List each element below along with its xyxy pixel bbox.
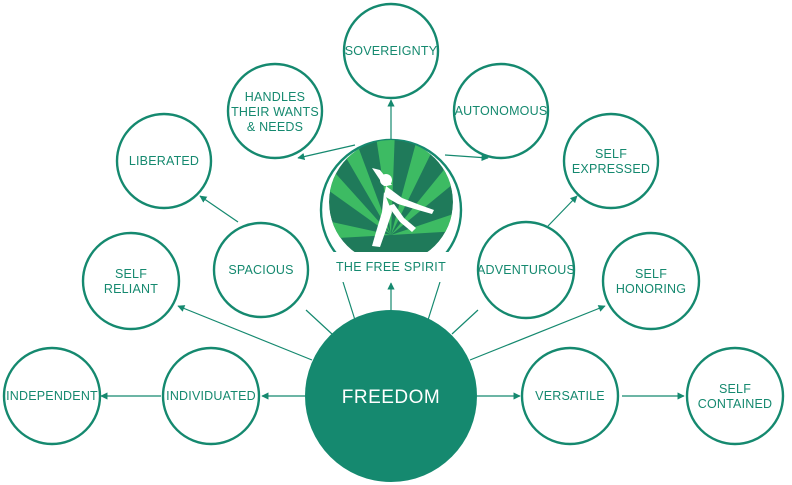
node-label-line-2: RELIANT [104, 282, 158, 296]
center-circle [305, 310, 477, 482]
node-label: LIBERATED [129, 154, 199, 168]
line-badge-right [427, 281, 441, 321]
free-spirit-badge: THE FREE SPIRIT [319, 138, 463, 282]
node-liberated: LIBERATED [115, 112, 213, 210]
arrow-to-self-reliant [177, 305, 313, 361]
node-label-line-2: EXPRESSED [572, 162, 650, 176]
node-handles-wants-needs: HANDLES THEIR WANTS & NEEDS [226, 62, 324, 160]
node-label: SPACIOUS [228, 263, 293, 277]
node-label-line-1: SELF [115, 267, 147, 281]
node-independent: INDEPENDENT [2, 346, 102, 446]
node-self-honoring: SELF HONORING [601, 231, 701, 331]
arrow-to-handles [297, 144, 356, 161]
node-adventurous: ADVENTUROUS [476, 220, 576, 320]
line-to-spacious [305, 309, 333, 335]
line-to-adventurous [451, 309, 479, 335]
node-label-line-1: SELF [635, 267, 667, 281]
node-spacious: SPACIOUS [212, 221, 310, 319]
line-badge-left [342, 281, 356, 321]
node-label-line-2: HONORING [616, 282, 686, 296]
center-label: FREEDOM [342, 387, 441, 408]
node-self-contained: SELF CONTAINED [685, 346, 785, 446]
arrow-to-self-honoring [469, 305, 606, 361]
node-label: SOVEREIGNTY [345, 44, 438, 58]
node-label: INDIVIDUATED [166, 389, 256, 403]
node-label: INDEPENDENT [6, 389, 98, 403]
arrow-to-autonomous [444, 153, 489, 162]
badge-label: THE FREE SPIRIT [336, 260, 446, 274]
node-label-line-1: SELF [719, 382, 751, 396]
node-label-line-2: CONTAINED [698, 397, 773, 411]
center-node-freedom: FREEDOM [305, 310, 477, 482]
node-label-line-1: HANDLES [245, 90, 305, 104]
arrow-to-self-expressed [547, 195, 578, 227]
badge-label-band [326, 252, 456, 282]
node-autonomous: AUTONOMOUS [452, 62, 550, 160]
node-sovereignty: SOVEREIGNTY [342, 2, 440, 100]
node-self-reliant: SELF RELIANT [81, 231, 181, 331]
node-label-line-2: THEIR WANTS [231, 105, 319, 119]
connectors [100, 99, 685, 400]
node-versatile: VERSATILE [520, 346, 620, 446]
jumping-figure-icon [372, 168, 434, 247]
node-label-line-3: & NEEDS [247, 120, 303, 134]
node-individuated: INDIVIDUATED [161, 346, 261, 446]
node-self-expressed: SELF EXPRESSED [562, 112, 660, 210]
node-label-line-1: SELF [595, 147, 627, 161]
node-label: VERSATILE [535, 389, 605, 403]
arrow-to-liberated [199, 195, 239, 223]
node-label: AUTONOMOUS [455, 104, 548, 118]
node-label: ADVENTUROUS [477, 263, 575, 277]
